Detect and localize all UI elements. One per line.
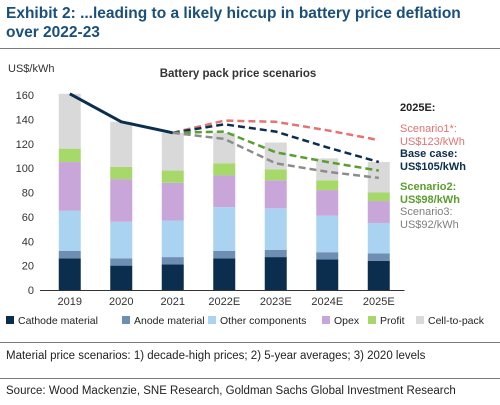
bar-segment — [264, 180, 287, 209]
y-axis-label: US$/kWh — [8, 63, 54, 75]
bar-segment — [161, 220, 184, 258]
bar-segment — [58, 93, 81, 149]
bar-segment — [367, 222, 390, 254]
x-tick-label: 2020 — [109, 296, 133, 308]
footer-rule-bottom — [0, 378, 500, 379]
bar-segment — [161, 132, 184, 171]
bar-segment — [58, 251, 81, 259]
x-tick-label: 2025E — [363, 296, 395, 308]
legend-swatch — [6, 316, 14, 324]
annotation-label: Scenario3: — [400, 206, 453, 218]
legend-label: Profit — [380, 315, 405, 327]
scenario-lines — [69, 92, 380, 180]
annotation-label: Base case: — [400, 148, 458, 160]
bar-segment — [213, 175, 236, 208]
bar-segment — [110, 265, 133, 290]
annotation-value: US$92/kWh — [400, 219, 459, 231]
line-base — [172, 123, 380, 164]
bar-segment — [264, 169, 287, 181]
bar-segment — [110, 121, 133, 167]
exhibit-title: Exhibit 2: ...leading to a likely hiccup… — [6, 5, 461, 41]
bar-segment — [161, 182, 184, 221]
source-line: Source: Wood Mackenzie, SNE Research, Go… — [6, 385, 456, 397]
x-tick-label: 2019 — [58, 296, 82, 308]
bar-segment — [58, 210, 81, 251]
y-tick-label: 0 — [28, 285, 34, 297]
annotation-label: Scenario2: — [400, 181, 456, 193]
y-tick-label: 80 — [22, 188, 34, 200]
bar-segment — [316, 259, 339, 290]
line-historical — [69, 92, 174, 135]
bar-segment — [213, 258, 236, 290]
bar-segment — [213, 251, 236, 259]
legend-swatch — [122, 316, 130, 324]
legend-label: Other components — [220, 315, 306, 327]
legend-swatch — [208, 316, 216, 324]
bar-segment — [58, 258, 81, 290]
legend-label: Cathode material — [18, 315, 98, 327]
bar-segment — [110, 179, 133, 222]
bars — [58, 93, 390, 290]
y-tick-label: 100 — [16, 163, 34, 175]
bar-segment — [58, 162, 81, 211]
bar-segment — [213, 163, 236, 176]
y-tick-label: 160 — [16, 90, 34, 102]
legend-swatch — [322, 316, 330, 324]
legend-swatch — [368, 316, 376, 324]
legend-label: Opex — [334, 315, 360, 327]
bar-segment — [58, 148, 81, 163]
bar-segment — [264, 257, 287, 290]
line-scenario2 — [172, 130, 380, 172]
annotation-value: US$98/kWh — [400, 194, 460, 206]
x-tick-label: 2023E — [260, 296, 292, 308]
x-tick-label: 2021 — [161, 296, 185, 308]
x-tick-label: 2022E — [208, 296, 240, 308]
battery-price-chart: US$/kWh Battery pack price scenarios 0 20… — [6, 63, 485, 327]
bar-segment — [110, 258, 133, 266]
bar-segment — [110, 166, 133, 180]
y-tick-label: 40 — [22, 236, 34, 248]
bar-segment — [161, 264, 184, 290]
bar-segment — [161, 257, 184, 265]
legend-label: Anode material — [134, 315, 205, 327]
footnote: Material price scenarios: 1) decade-high… — [6, 350, 426, 362]
x-tick-label: 2024E — [311, 296, 343, 308]
annotation-value: US$123/kWh — [400, 136, 465, 148]
bar-segment — [316, 180, 339, 191]
bar-segment — [367, 192, 390, 202]
bar-segment — [367, 260, 390, 290]
bar-segment — [316, 252, 339, 260]
bar-segment — [316, 190, 339, 216]
bar-segment — [213, 207, 236, 251]
bar-segment — [110, 221, 133, 259]
y-axis: 0 20 40 60 80 100 120 140 160 — [16, 90, 34, 297]
legend-swatch — [416, 316, 424, 324]
bar-segment — [316, 215, 339, 253]
y-tick-label: 20 — [22, 261, 34, 273]
y-tick-label: 120 — [16, 139, 34, 151]
bar-segment — [213, 132, 236, 164]
bar-segment — [264, 208, 287, 250]
footer-rule-top — [0, 342, 500, 343]
bar-segment — [367, 253, 390, 261]
annotation-value: US$105/kWh — [400, 161, 466, 173]
annotation-label: Scenario1*: — [400, 123, 457, 135]
annotation-header: 2025E: — [400, 102, 435, 114]
bar-segment — [264, 249, 287, 258]
bar-segment — [161, 170, 184, 183]
chart-title: Battery pack price scenarios — [160, 68, 317, 80]
x-axis: 2019 2020 2021 2022E 2023E 2024E 2025E — [40, 290, 405, 308]
legend-label: Cell-to-pack — [428, 315, 485, 327]
title-rule — [0, 48, 500, 49]
y-tick-label: 140 — [16, 114, 34, 126]
line-scenario3 — [172, 131, 379, 180]
line-scenario1 — [172, 119, 380, 142]
bar-segment — [367, 201, 390, 223]
legend: Cathode material Anode material Other comp… — [6, 315, 485, 327]
y-tick-label: 60 — [22, 212, 34, 224]
